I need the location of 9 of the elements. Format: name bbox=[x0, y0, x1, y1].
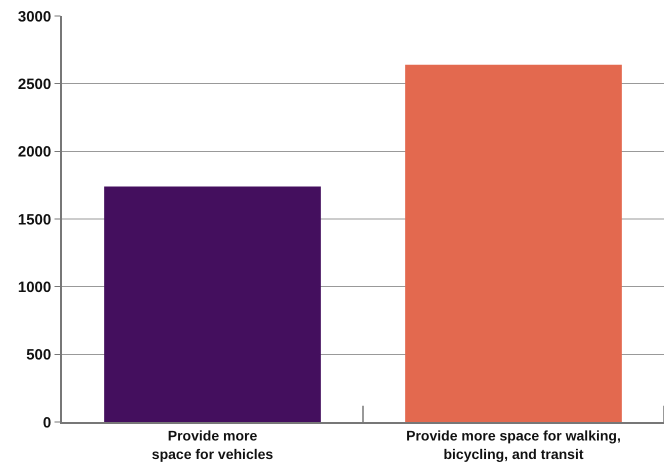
y-tick-label: 1500 bbox=[18, 211, 52, 228]
y-tick-label: 500 bbox=[26, 346, 52, 364]
y-tick-label: 1000 bbox=[18, 278, 52, 296]
y-tick-label: 0 bbox=[42, 414, 52, 432]
y-tick-label: 3000 bbox=[18, 8, 52, 26]
x-tick-label: Provide more space for walking, bicycling, and transit bbox=[406, 428, 621, 462]
y-tick-label: 2000 bbox=[18, 144, 52, 161]
x-tick-label: Provide more space for vehicles bbox=[152, 428, 274, 462]
y-tick-label: 2500 bbox=[18, 76, 52, 93]
